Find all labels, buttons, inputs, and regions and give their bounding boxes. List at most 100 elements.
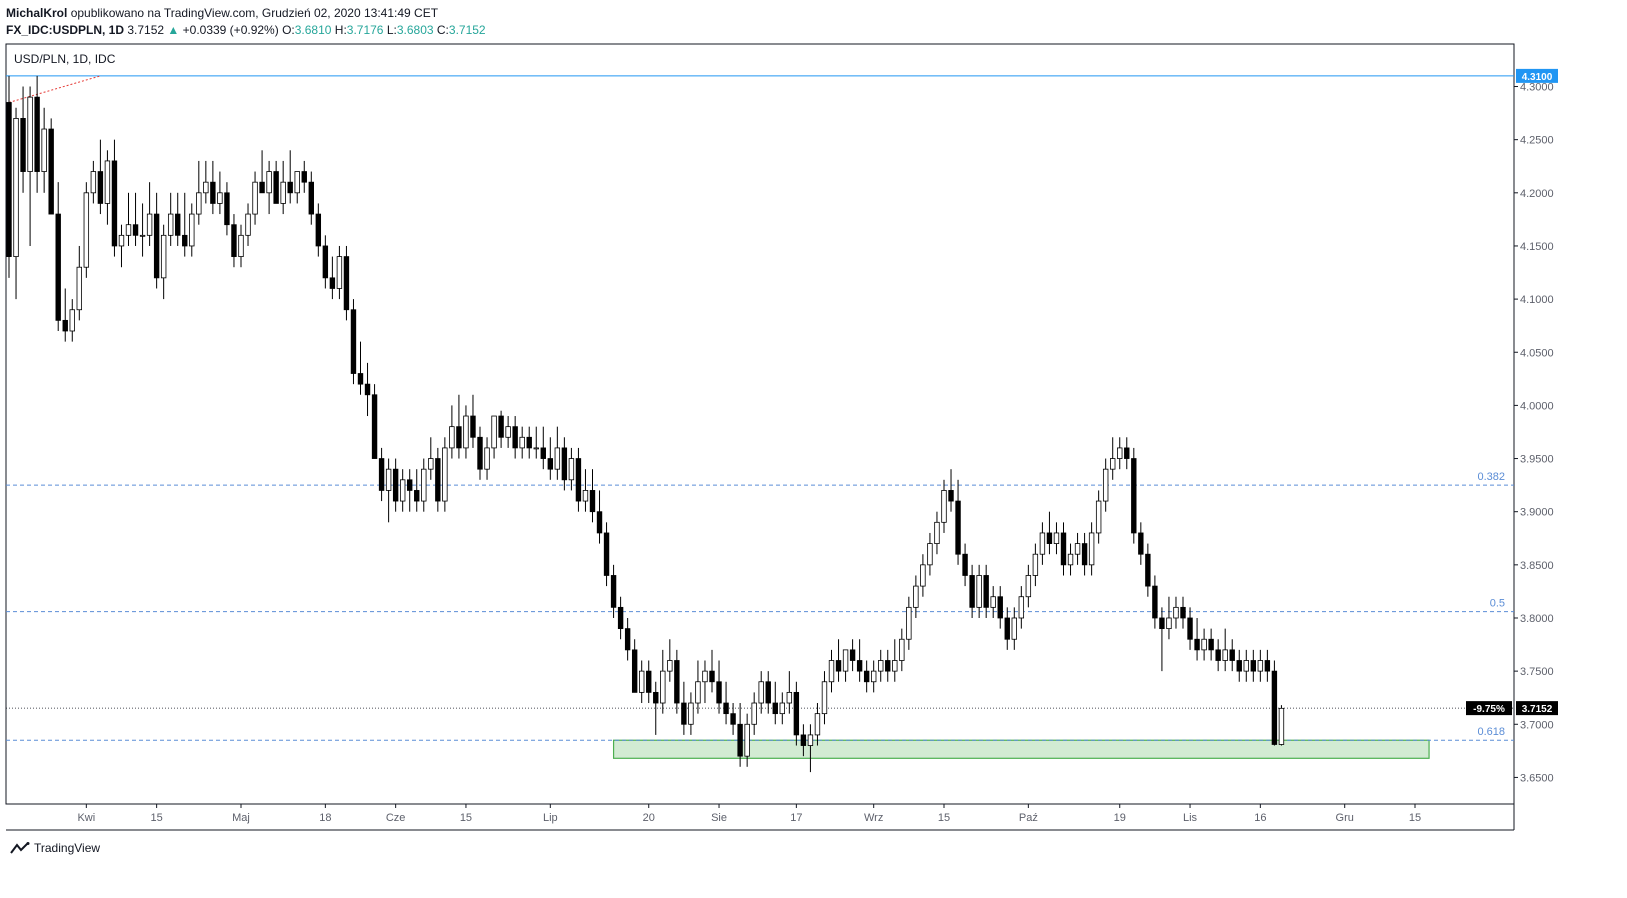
candle-body — [765, 681, 771, 704]
y-tick-label: 3.7000 — [1520, 719, 1554, 731]
low-value: 3.6803 — [396, 23, 434, 37]
candle-body — [153, 213, 160, 279]
candle-body — [505, 426, 511, 438]
x-tick-label: Sie — [711, 812, 727, 824]
y-tick-label: 4.0500 — [1520, 347, 1554, 359]
candle-body — [702, 670, 708, 683]
candle-body — [561, 447, 568, 481]
x-tick-label: 15 — [1409, 812, 1421, 824]
candle-body — [695, 681, 701, 704]
candle-body — [660, 670, 666, 704]
candle-body — [287, 181, 293, 194]
open-label: O: — [282, 23, 295, 37]
x-tick-label: 16 — [1254, 812, 1266, 824]
candle-body — [160, 234, 167, 279]
fib-label-3: 0.618 — [1477, 726, 1505, 738]
candle-body — [470, 415, 476, 438]
candle-body — [13, 118, 19, 257]
candle-body — [575, 458, 582, 502]
candle-body — [631, 649, 638, 693]
candle-body — [357, 373, 364, 385]
candle-body — [941, 490, 947, 523]
candle-body — [709, 670, 715, 683]
candle-body — [617, 606, 624, 630]
candle-body — [639, 670, 645, 693]
candle-body — [392, 468, 399, 502]
candle-body — [582, 490, 589, 502]
published-text: opublikowano na TradingView.com, Grudzie… — [70, 6, 439, 20]
candle-body — [189, 213, 195, 247]
candle-body — [428, 458, 434, 470]
candle-body — [1145, 553, 1151, 587]
candle-body — [1222, 649, 1228, 661]
candle-body — [863, 670, 870, 683]
chart-title: USD/PLN, 1D, IDC — [14, 52, 116, 66]
last-price-badge-label: 3.7152 — [1522, 704, 1553, 715]
support-zone-layer — [612, 739, 1430, 759]
candle-body — [378, 458, 385, 491]
x-tick-label: 18 — [319, 812, 331, 824]
candle-body — [730, 713, 736, 725]
pct-change-badge — [1466, 701, 1512, 716]
candle-body — [1236, 660, 1242, 672]
change-up-icon: ▲ — [167, 23, 180, 37]
candle-body — [477, 436, 483, 470]
candle-body — [870, 670, 877, 683]
candle-body — [1004, 617, 1010, 640]
candle-body — [1187, 617, 1193, 640]
candle-body — [1067, 553, 1074, 566]
candle-body — [1201, 638, 1207, 651]
candle-body — [6, 102, 12, 257]
candle-body — [399, 479, 406, 502]
candle-body — [182, 234, 188, 247]
candle-body — [34, 96, 40, 172]
candle-body — [751, 702, 757, 725]
x-tick-label: 19 — [1114, 812, 1126, 824]
y-tick-label: 3.6500 — [1520, 772, 1554, 784]
candle-body — [758, 681, 764, 704]
footer-brand[interactable]: TradingView — [10, 841, 100, 855]
x-tick-label: Lip — [543, 812, 558, 824]
high-label: H: — [334, 23, 347, 37]
author-name[interactable]: MichalKrol — [6, 6, 68, 20]
candle-body — [1081, 543, 1088, 566]
candle-body — [1229, 649, 1235, 661]
candle-body — [1088, 532, 1095, 566]
candle-body — [364, 383, 371, 396]
candle-body — [1018, 596, 1025, 619]
candle-body — [842, 649, 849, 672]
candle-body — [667, 660, 673, 672]
candle-body — [1194, 638, 1200, 651]
candle-body — [744, 723, 750, 757]
candle-body — [723, 702, 729, 715]
y-tick-label: 3.7500 — [1520, 666, 1554, 678]
x-tick-label: Gru — [1336, 812, 1354, 824]
candle-body — [1131, 458, 1137, 534]
candle-body — [554, 447, 561, 470]
candle-body — [421, 468, 427, 502]
candle-body — [885, 660, 891, 672]
candle-body — [1053, 532, 1060, 544]
candle-body — [76, 266, 82, 311]
candle-body — [1159, 617, 1165, 630]
candle-body — [20, 118, 26, 172]
level-badge-0 — [1516, 68, 1558, 83]
candle-body — [899, 638, 905, 661]
candle-body — [519, 436, 525, 449]
candle-body — [800, 734, 807, 746]
candle-body — [132, 224, 139, 236]
x-tick-label: Wrz — [864, 812, 883, 824]
candle-body — [849, 649, 856, 661]
candle-body — [983, 575, 989, 608]
candle-body — [920, 564, 926, 587]
candle-body — [1215, 649, 1221, 661]
candle-body — [484, 447, 490, 470]
candle-body — [779, 702, 785, 715]
low-label: L: — [386, 23, 397, 37]
candle-body — [653, 691, 659, 704]
candle-body — [976, 575, 982, 608]
candle-body — [266, 171, 272, 194]
candle-body — [962, 553, 968, 576]
candle-body — [772, 702, 778, 715]
